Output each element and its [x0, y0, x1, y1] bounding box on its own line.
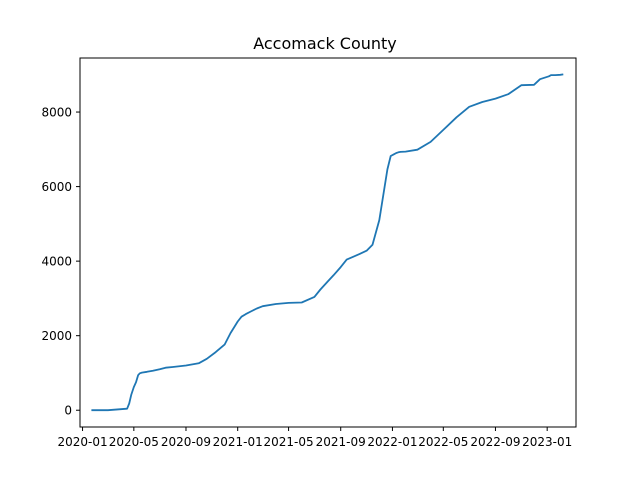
- x-tick-label: 2020-01: [57, 435, 107, 449]
- chart-title: Accomack County: [253, 34, 397, 53]
- series-layer: [91, 73, 564, 412]
- plot-frame: [79, 57, 577, 428]
- x-tick-label: 2020-05: [109, 435, 159, 449]
- axis-ticks: 2020-01 2020-05 2020-09 2021-01 2021-05 2021-…: [41, 106, 572, 449]
- x-tick-label: 2022-05: [418, 435, 468, 449]
- y-tick-label: 2000: [41, 329, 72, 343]
- x-tick-label: 2022-01: [367, 435, 417, 449]
- y-tick-label: 8000: [41, 106, 72, 120]
- x-tick-label: 2021-01: [213, 435, 263, 449]
- x-tick-label: 2021-05: [264, 435, 314, 449]
- x-tick-label: 2022-09: [470, 435, 520, 449]
- x-tick-label: 2023-01: [522, 435, 572, 449]
- y-tick-label: 4000: [41, 255, 72, 269]
- y-tick-label: 0: [64, 404, 72, 418]
- series-line: [91, 73, 564, 412]
- y-tick-label: 6000: [41, 180, 72, 194]
- x-tick-label: 2020-09: [161, 435, 211, 449]
- x-tick-label: 2021-09: [316, 435, 366, 449]
